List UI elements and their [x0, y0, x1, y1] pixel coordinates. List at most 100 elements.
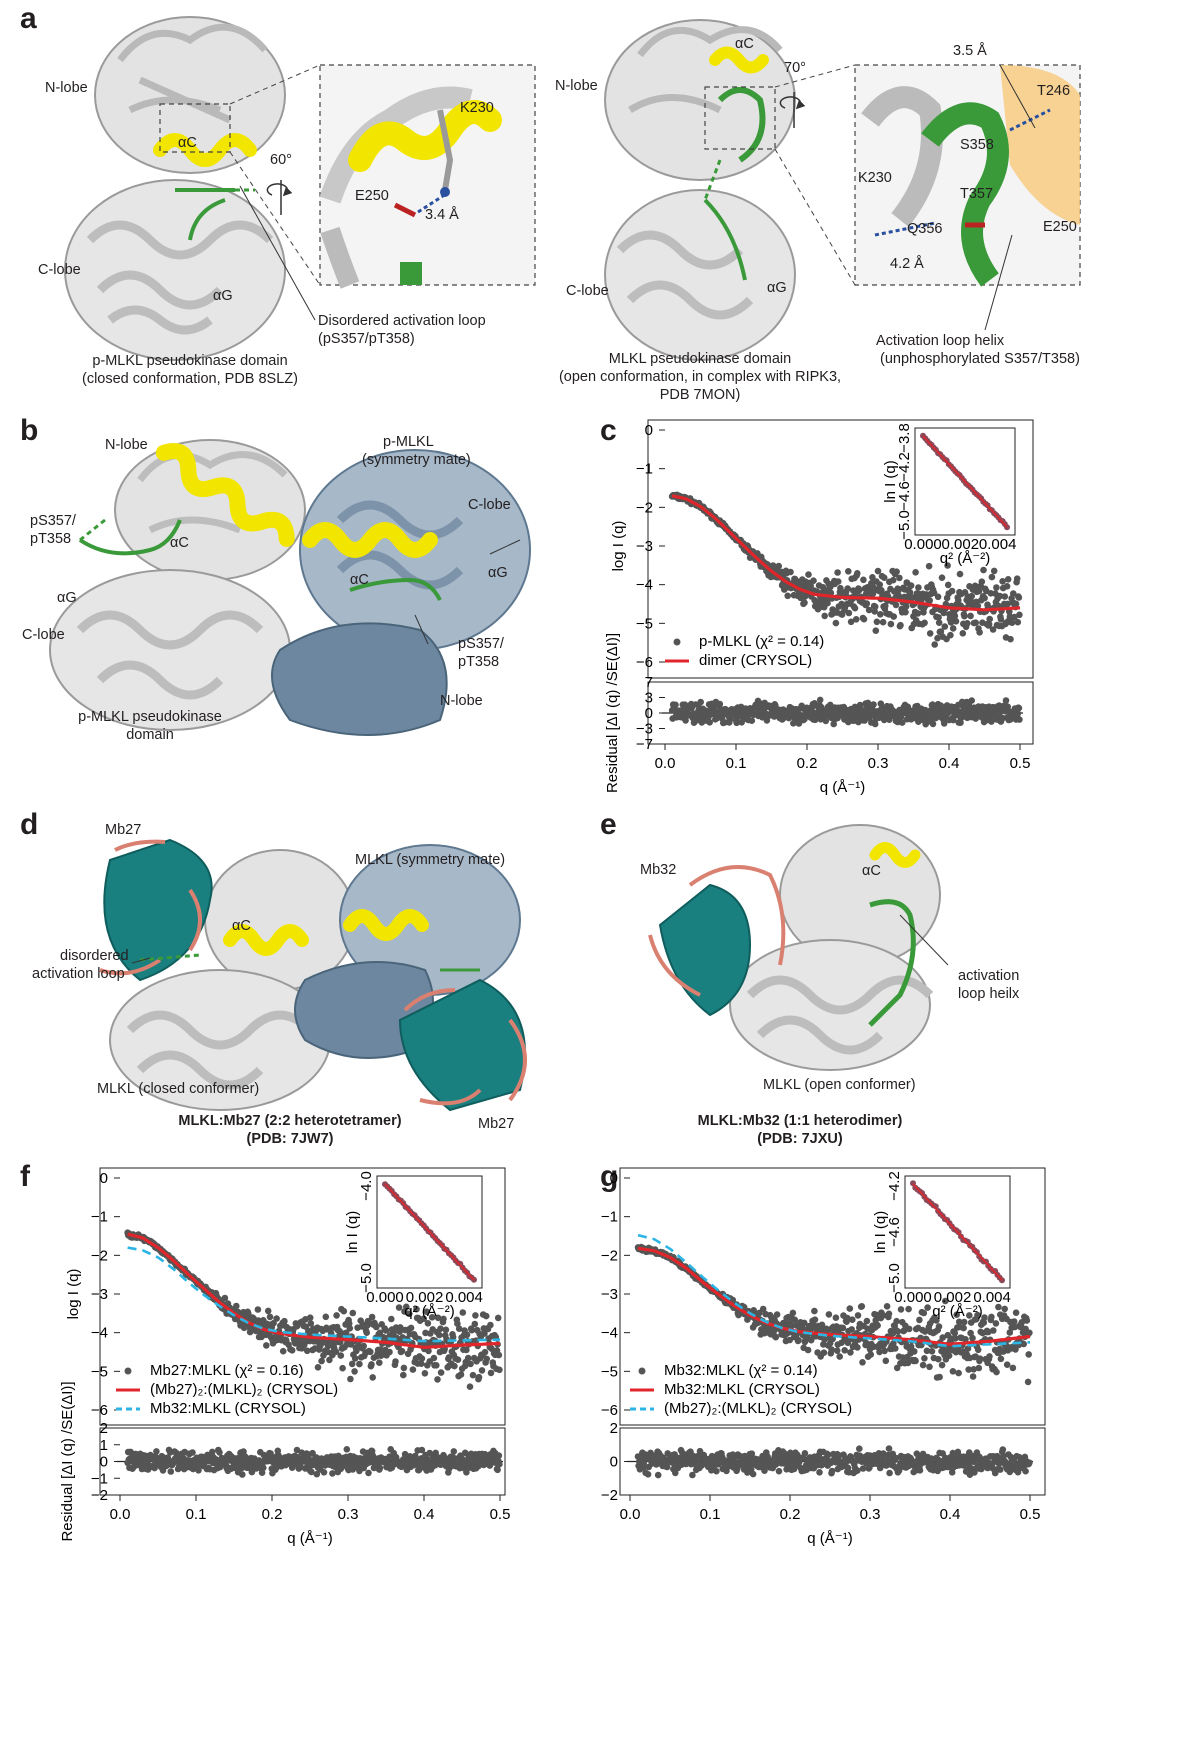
data-point [455, 1325, 463, 1332]
data-point [422, 1329, 429, 1337]
data-point [902, 608, 909, 616]
residual-point [1026, 1459, 1033, 1466]
e-title-1: MLKL:Mb32 (1:1 heterodimer) [697, 1113, 903, 1129]
data-point [874, 1322, 881, 1329]
residual-point [654, 1471, 662, 1479]
fit-line [671, 494, 1021, 612]
data-point [974, 1311, 981, 1319]
data-point [851, 604, 859, 612]
data-point [990, 1327, 997, 1334]
data-point [1012, 600, 1020, 608]
data-point [871, 603, 879, 610]
x-tick-label: 0.4 [940, 1506, 961, 1523]
data-point [1003, 583, 1011, 590]
inset-y-tick-label: −5.0 [358, 1263, 375, 1293]
data-point [487, 1369, 495, 1377]
b-caption-1: p-MLKL pseudokinase [78, 709, 222, 725]
data-point [920, 1309, 928, 1317]
data-point [936, 1373, 943, 1381]
residual-point [748, 717, 756, 724]
inset-x-tick-label: 0.000 [904, 536, 942, 553]
data-point [1003, 1361, 1011, 1368]
legend-marker [124, 1367, 132, 1375]
b-ag-right: αG [488, 565, 508, 581]
b-n-lobe-left: N-lobe [105, 437, 148, 453]
data-point [834, 569, 841, 576]
closed-conformation-protein [64, 16, 286, 361]
residual-point [801, 1450, 809, 1457]
legend-label: (Mb27)₂:(MLKL)₂ (CRYSOL) [664, 1400, 852, 1417]
fit-lines [637, 1233, 1031, 1348]
b-ag-left: αG [57, 590, 77, 606]
data-point [449, 1333, 457, 1341]
y-tick-label: −2 [601, 1247, 618, 1264]
data-point [933, 1317, 940, 1324]
data-point [852, 616, 860, 623]
a-right-q356: Q356 [907, 221, 943, 237]
data-point [928, 1348, 936, 1355]
residual-point [854, 1467, 861, 1474]
inset-x-tick-label: 0.000 [894, 1289, 932, 1306]
data-point [949, 1368, 957, 1375]
data-point [740, 1303, 748, 1311]
data-point [1011, 613, 1018, 621]
data-point [863, 1317, 871, 1325]
data-point [856, 586, 863, 594]
legend-label: p-MLKL (χ² = 0.14) [699, 633, 824, 650]
x-axis-label: q (Å⁻¹) [807, 1530, 852, 1547]
x-tick-label: 0.5 [1020, 1506, 1041, 1523]
inset-x-label: q² (Å⁻²) [932, 1303, 982, 1320]
data-point [876, 1348, 883, 1356]
data-point [1016, 611, 1023, 619]
data-point [314, 1364, 322, 1371]
inset-x-label: q² (Å⁻²) [404, 1303, 454, 1320]
data-point [924, 1304, 931, 1311]
residual-point [885, 1445, 893, 1452]
data-point [952, 618, 960, 625]
y-tick-label: 0 [610, 1170, 618, 1187]
data-point [893, 1364, 901, 1372]
data-point [975, 587, 983, 595]
residual-point [1014, 710, 1022, 717]
data-point [896, 574, 903, 582]
y-tick-label: −1 [636, 461, 653, 478]
inset-y-tick-label: −4.0 [358, 1171, 375, 1201]
residual-point [763, 717, 771, 724]
legend-marker [673, 638, 681, 646]
data-point [795, 1337, 802, 1344]
data-point [775, 562, 782, 570]
data-point [397, 1324, 404, 1331]
data-point [368, 1313, 376, 1321]
data-point [935, 619, 943, 626]
data-point [303, 1347, 311, 1355]
data-point [854, 1312, 862, 1319]
data-point [281, 1317, 288, 1325]
data-point [403, 1303, 410, 1311]
data-point [471, 1320, 479, 1328]
inset-y-tick-label: −4.6 [896, 481, 913, 511]
data-point [925, 562, 933, 570]
data-point [997, 1355, 1005, 1363]
y-tick-label: 0 [100, 1170, 108, 1187]
data-point [801, 1319, 808, 1327]
residual-axis-label: Residual [ΔI (q) /SE(ΔI)] [604, 633, 621, 793]
residual-point [216, 1449, 223, 1456]
residual-point [787, 1449, 794, 1457]
data-point [789, 1309, 797, 1317]
data-point [869, 590, 877, 597]
data-point [437, 1325, 444, 1332]
fit-line [127, 1232, 501, 1349]
data-point [905, 1325, 913, 1333]
data-point [820, 1349, 828, 1356]
data-point [880, 574, 888, 581]
data-point [961, 612, 968, 620]
y-tick-label: −6 [601, 1402, 618, 1419]
data-point [953, 1311, 960, 1318]
data-point [1007, 635, 1014, 643]
data-point [986, 615, 993, 623]
data-point [972, 619, 979, 626]
a-right-rotation: 70° [784, 60, 806, 76]
data-point [306, 1314, 314, 1321]
x-tick-label: 0.4 [939, 755, 960, 772]
data-point [832, 619, 840, 627]
